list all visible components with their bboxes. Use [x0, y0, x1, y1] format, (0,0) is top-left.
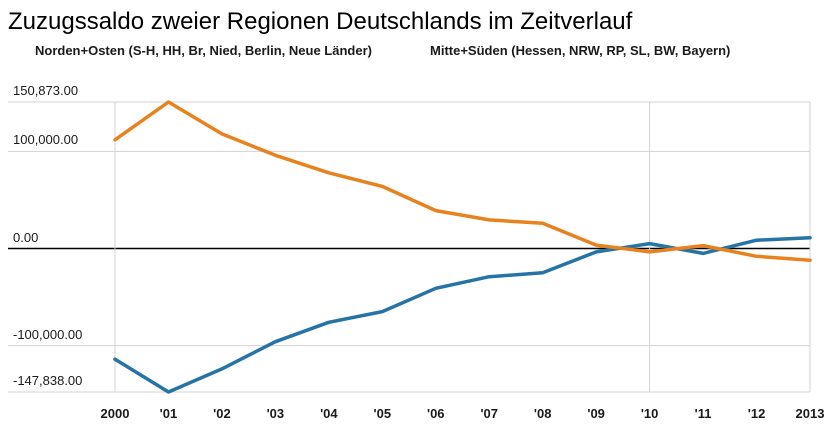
series-line-mitte-sueden [113, 100, 812, 262]
y-axis-tick-label: 100,000.00 [13, 132, 79, 148]
y-axis-tick-label: -147,838.00 [13, 373, 83, 389]
x-axis-tick-label: '02 [213, 406, 231, 421]
x-axis-tick-label: '07 [480, 406, 498, 421]
legend-item-norden-osten: Norden+Osten (S-H, HH, Br, Nied, Berlin,… [35, 43, 372, 58]
x-axis-tick-label: '12 [747, 406, 766, 421]
x-axis-tick-label: '10 [640, 406, 659, 421]
x-axis-tick-label: 2013 [795, 406, 825, 421]
x-axis-tick-label: '06 [426, 406, 445, 421]
x-axis-tick-label: '04 [320, 406, 338, 421]
x-axis-tick-label: '01 [159, 406, 178, 421]
legend-item-mitte-sueden: Mitte+Süden (Hessen, NRW, RP, SL, BW, Ba… [430, 43, 731, 58]
series-line-norden-osten [113, 236, 812, 394]
x-axis-tick-label: '08 [533, 406, 552, 421]
x-axis-tick-label: '09 [587, 406, 605, 421]
y-axis-tick-label: 150,873.00 [13, 83, 79, 99]
chart-title: Zuzugssaldo zweier Regionen Deutschlands… [8, 8, 633, 35]
x-axis-tick-label: '11 [694, 406, 712, 421]
x-axis-tick-label: '05 [373, 406, 392, 421]
y-axis-tick-label: 0.00 [13, 229, 39, 245]
x-axis-tick-label: 2000 [100, 406, 130, 421]
x-axis-tick-label: '03 [266, 406, 285, 421]
y-axis-tick-label: -100,000.00 [13, 326, 83, 342]
